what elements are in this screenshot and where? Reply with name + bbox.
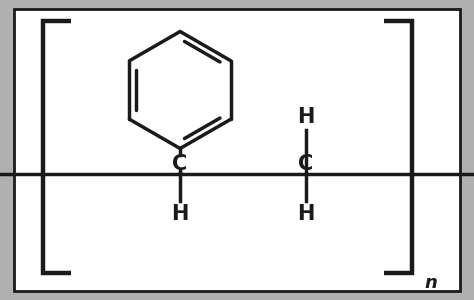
Text: C: C [173,154,188,173]
Text: C: C [298,154,313,173]
FancyBboxPatch shape [14,9,460,291]
Text: H: H [297,107,314,127]
Text: H: H [172,205,189,224]
Text: n: n [424,274,437,292]
Text: H: H [297,205,314,224]
